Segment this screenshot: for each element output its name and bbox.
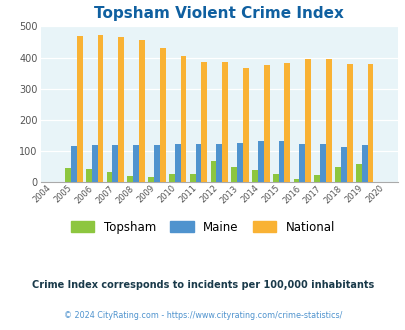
- Bar: [313, 175, 320, 182]
- Bar: [298, 144, 305, 182]
- Text: Crime Index corresponds to incidents per 100,000 inhabitants: Crime Index corresponds to incidents per…: [32, 280, 373, 290]
- Legend: Topsham, Maine, National: Topsham, Maine, National: [66, 216, 339, 238]
- Bar: [189, 175, 195, 182]
- Bar: [97, 35, 103, 182]
- Bar: [252, 170, 257, 182]
- Bar: [168, 175, 175, 182]
- Bar: [263, 65, 269, 182]
- Bar: [325, 59, 331, 182]
- Bar: [293, 179, 298, 182]
- Bar: [367, 64, 373, 182]
- Bar: [92, 146, 97, 182]
- Bar: [86, 169, 92, 182]
- Bar: [133, 146, 139, 182]
- Bar: [153, 145, 160, 182]
- Bar: [355, 164, 361, 182]
- Bar: [77, 36, 82, 182]
- Bar: [127, 176, 133, 182]
- Bar: [231, 167, 237, 182]
- Bar: [320, 144, 325, 182]
- Bar: [71, 147, 77, 182]
- Bar: [361, 146, 367, 182]
- Bar: [180, 56, 186, 182]
- Bar: [201, 62, 207, 182]
- Bar: [112, 145, 118, 182]
- Bar: [216, 144, 222, 182]
- Bar: [118, 37, 124, 182]
- Bar: [160, 48, 165, 182]
- Bar: [278, 141, 284, 182]
- Bar: [195, 144, 201, 182]
- Bar: [210, 161, 216, 182]
- Bar: [257, 141, 263, 182]
- Bar: [222, 62, 227, 182]
- Bar: [237, 143, 242, 182]
- Bar: [65, 168, 71, 182]
- Bar: [284, 63, 290, 182]
- Bar: [242, 68, 248, 182]
- Bar: [139, 41, 145, 182]
- Bar: [346, 63, 352, 182]
- Bar: [340, 147, 346, 182]
- Bar: [272, 175, 278, 182]
- Bar: [305, 58, 310, 182]
- Text: © 2024 CityRating.com - https://www.cityrating.com/crime-statistics/: © 2024 CityRating.com - https://www.city…: [64, 311, 341, 320]
- Bar: [175, 144, 180, 182]
- Bar: [334, 167, 340, 182]
- Bar: [107, 172, 112, 182]
- Bar: [148, 177, 153, 182]
- Title: Topsham Violent Crime Index: Topsham Violent Crime Index: [94, 6, 343, 21]
